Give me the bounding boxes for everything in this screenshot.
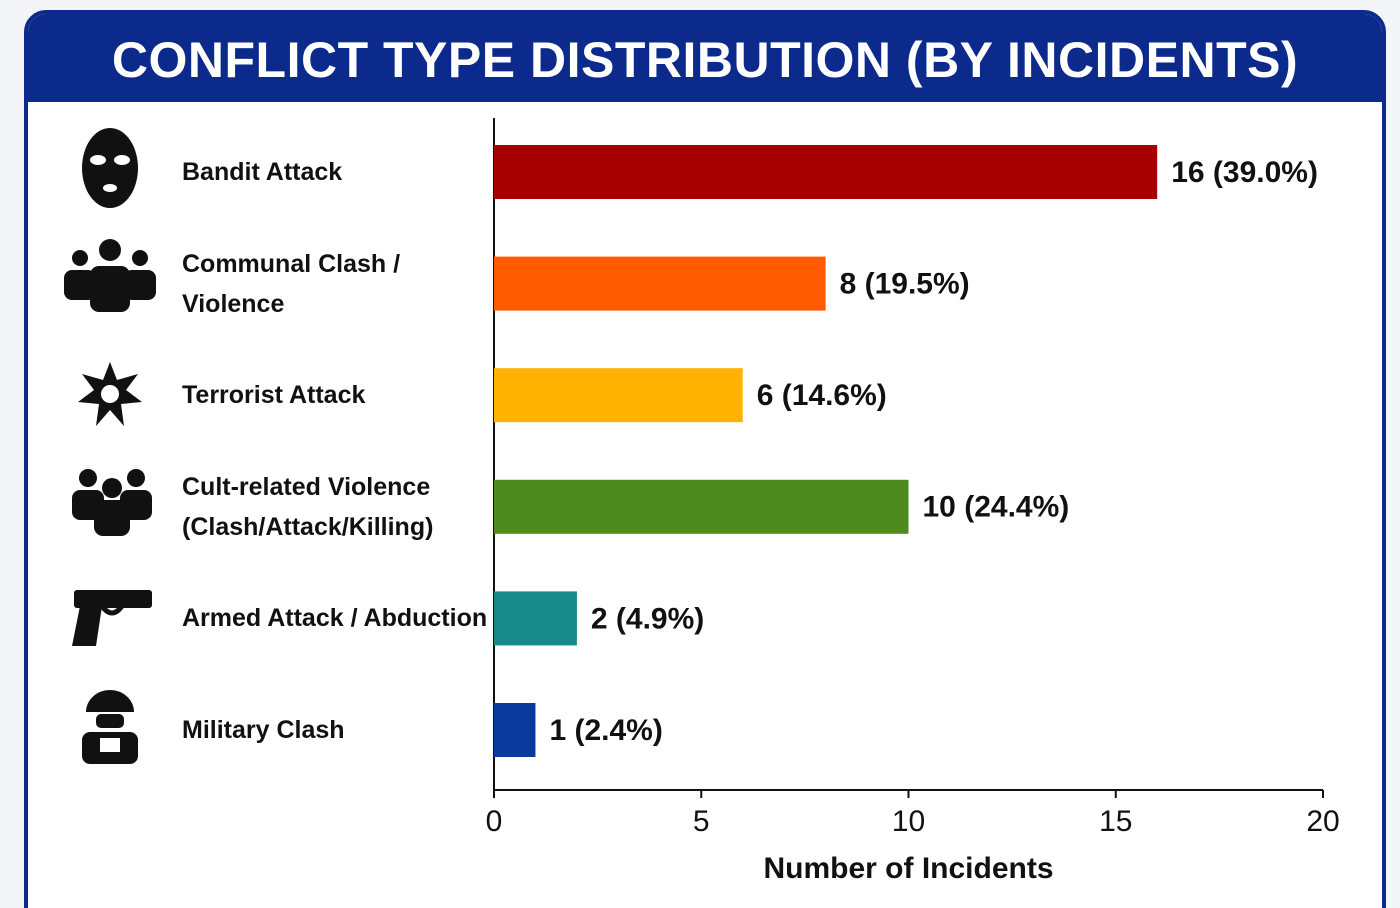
icon-gun xyxy=(72,590,152,646)
value-label: 8 (19.5%) xyxy=(840,268,970,301)
category-label: Cult-related Violence (Clash/Attack/Kill… xyxy=(182,472,434,541)
icon-mask xyxy=(82,128,138,208)
icon-crowd xyxy=(64,239,156,312)
icon-explosion xyxy=(78,362,142,426)
category-label: Bandit Attack xyxy=(182,158,343,186)
x-tick-label: 15 xyxy=(1099,805,1132,838)
x-tick-label: 0 xyxy=(486,805,503,838)
bar xyxy=(494,368,743,423)
bar xyxy=(494,479,909,534)
category-label: Armed Attack / Abduction xyxy=(182,604,488,633)
category-label: Military Clash xyxy=(182,716,345,744)
value-label: 1 (2.4%) xyxy=(549,714,662,747)
x-axis-label: Number of Incidents xyxy=(763,852,1053,885)
chart-title: CONFLICT TYPE DISTRIBUTION (BY INCIDENTS… xyxy=(28,14,1382,102)
x-tick-label: 5 xyxy=(693,805,710,838)
x-tick-label: 20 xyxy=(1306,805,1339,838)
bar xyxy=(494,145,1158,199)
bar xyxy=(494,591,577,646)
bar xyxy=(494,703,536,757)
icons xyxy=(64,128,156,764)
value-label: 6 (14.6%) xyxy=(757,379,887,412)
icon-soldier xyxy=(82,690,138,764)
category-label: Communal Clash / Violence xyxy=(182,249,401,318)
value-label: 16 (39.0%) xyxy=(1171,156,1318,189)
value-label: 2 (4.9%) xyxy=(591,602,704,635)
bar xyxy=(494,256,826,311)
icon-group xyxy=(72,469,152,536)
category-label: Terrorist Attack xyxy=(182,381,366,410)
value-label: 10 (24.4%) xyxy=(923,491,1070,524)
x-tick-label: 10 xyxy=(892,805,925,838)
